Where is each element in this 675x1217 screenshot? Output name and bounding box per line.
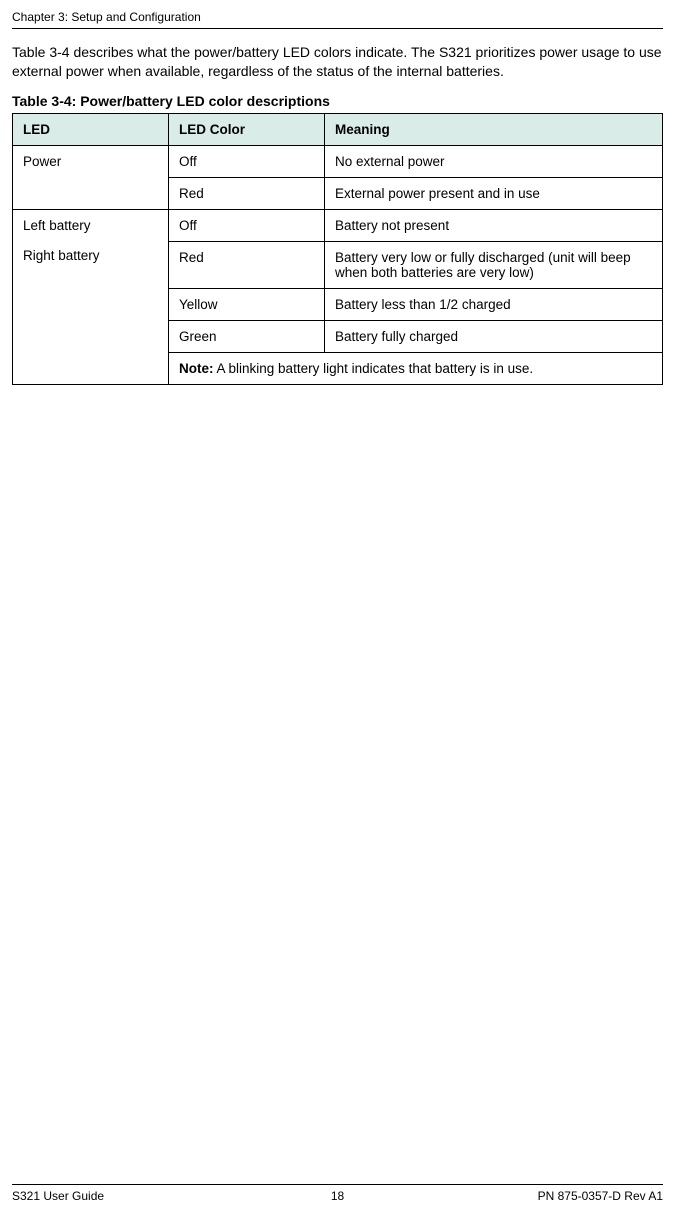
cell-color: Off xyxy=(169,145,325,177)
page-footer: S321 User Guide 18 PN 875-0357-D Rev A1 xyxy=(12,1184,663,1203)
cell-meaning: External power present and in use xyxy=(325,177,663,209)
th-led: LED xyxy=(13,113,169,145)
cell-meaning: Battery less than 1/2 charged xyxy=(325,288,663,320)
cell-led-power: Power xyxy=(13,145,169,209)
cell-color: Off xyxy=(169,209,325,241)
cell-meaning: Battery very low or fully discharged (un… xyxy=(325,241,663,288)
cell-meaning: No external power xyxy=(325,145,663,177)
note-label: Note: xyxy=(179,361,214,376)
th-meaning: Meaning xyxy=(325,113,663,145)
right-battery-label: Right battery xyxy=(23,248,100,263)
table-row: Power Off No external power xyxy=(13,145,663,177)
cell-color: Red xyxy=(169,177,325,209)
intro-paragraph: Table 3-4 describes what the power/batte… xyxy=(12,29,663,93)
page-header: Chapter 3: Setup and Configuration xyxy=(12,0,663,29)
led-table: LED LED Color Meaning Power Off No exter… xyxy=(12,113,663,385)
note-text: A blinking battery light indicates that … xyxy=(214,361,534,376)
cell-meaning: Battery not present xyxy=(325,209,663,241)
table-header-row: LED LED Color Meaning xyxy=(13,113,663,145)
th-color: LED Color xyxy=(169,113,325,145)
table-caption: Table 3-4: Power/battery LED color descr… xyxy=(12,93,663,113)
cell-led-battery: Left battery Right battery xyxy=(13,209,169,384)
footer-page-number: 18 xyxy=(12,1189,663,1203)
cell-color: Yellow xyxy=(169,288,325,320)
cell-color: Green xyxy=(169,320,325,352)
cell-note: Note: A blinking battery light indicates… xyxy=(169,352,663,384)
cell-color: Red xyxy=(169,241,325,288)
cell-meaning: Battery fully charged xyxy=(325,320,663,352)
left-battery-label: Left battery xyxy=(23,218,91,233)
table-row: Left battery Right battery Off Battery n… xyxy=(13,209,663,241)
